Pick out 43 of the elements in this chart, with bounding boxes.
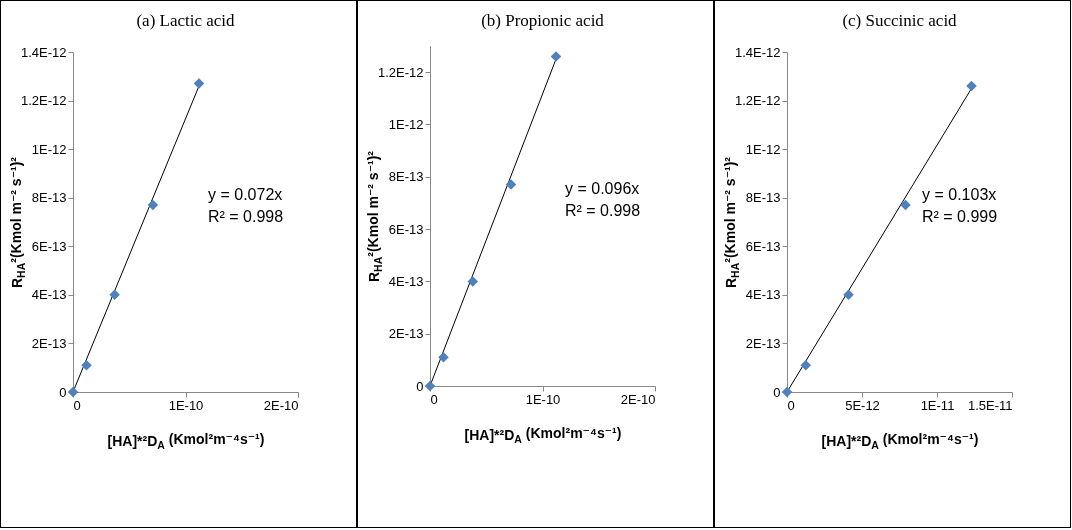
y-tick-label: 1E-12 [388,116,424,132]
y-tick-label: 8E-13 [31,190,67,206]
chart-title: (c) Succinic acid [842,11,958,30]
x-tick-label: 2E-10 [620,391,656,407]
x-tick-label: 1.5E-11 [967,397,1013,413]
y-tick-label: 8E-13 [388,169,424,185]
x-axis-title: [HA]*²D$_{A}$ (Kmol²m⁻⁴s⁻¹) [821,431,979,451]
annotation: R² = 0.998 [208,207,284,225]
annotation: R² = 0.998 [565,201,641,219]
y-tick-label: 8E-13 [745,190,781,206]
x-tick-label: 5E-12 [845,397,880,413]
y-tick-label: 0 [416,378,424,394]
x-tick-label: 1E-10 [168,397,204,413]
y-tick-label: 4E-13 [388,273,424,289]
y-tick-label: 1.2E-12 [20,93,67,109]
y-tick-label: 1E-12 [31,141,67,157]
y-tick-label: 6E-13 [31,238,67,254]
annotation: y = 0.096x [565,179,640,197]
x-axis-title: [HA]*²D$_{A}$ (Kmol²m⁻⁴s⁻¹) [464,425,622,445]
x-tick-label: 2E-10 [263,397,299,413]
y-tick-label: 6E-13 [745,238,781,254]
y-tick-label: 2E-13 [745,335,781,351]
y-tick-label: 2E-13 [388,326,424,342]
y-tick-label: 1.2E-12 [377,64,424,80]
y-tick-label: 1.4E-12 [20,44,67,60]
x-axis-title: [HA]*²D$_{A}$ (Kmol²m⁻⁴s⁻¹) [107,431,265,451]
y-tick-label: 4E-13 [31,287,67,303]
x-tick-label: 0 [787,397,795,413]
annotation: y = 0.072x [208,185,283,203]
y-tick-label: 6E-13 [388,221,424,237]
y-tick-label: 2E-13 [31,335,67,351]
chart-title: (a) Lactic acid [136,11,236,30]
x-tick-label: 0 [430,391,438,407]
chart-title: (b) Propionic acid [481,11,605,30]
y-tick-label: 4E-13 [745,287,781,303]
x-tick-label: 1E-10 [525,391,561,407]
x-tick-label: 1E-11 [920,397,955,413]
x-tick-label: 0 [73,397,81,413]
y-tick-label: 1.4E-12 [734,44,781,60]
annotation: R² = 0.999 [922,207,998,225]
y-tick-label: 1.2E-12 [734,93,781,109]
y-tick-label: 1E-12 [745,141,781,157]
annotation: y = 0.103x [922,185,997,203]
